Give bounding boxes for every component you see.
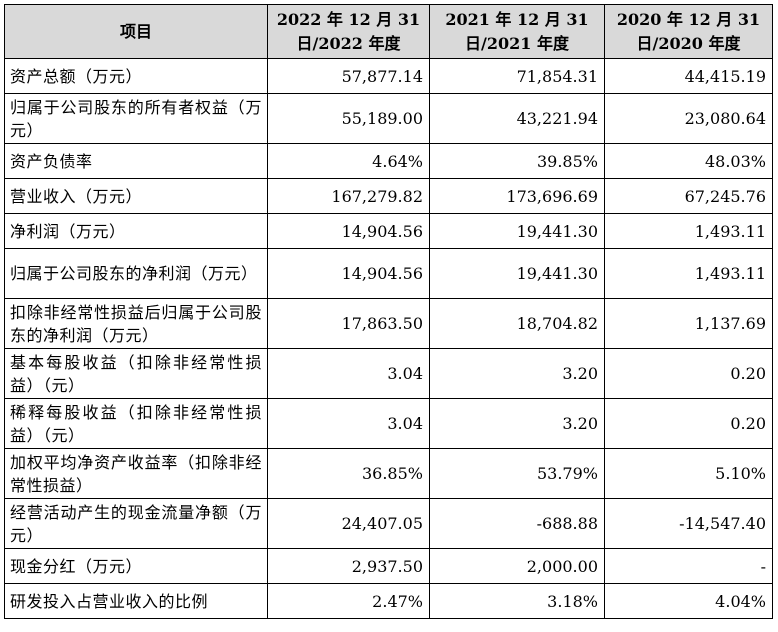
row-label: 净利润（万元） [4,213,268,249]
table-row: 加权平均净资产收益率（扣除非经常性损益） 36.85% 53.79% 5.10% [4,448,773,499]
cell-2020: 23,080.64 [604,93,773,144]
row-label: 资产总额（万元） [4,58,268,94]
cell-2021: 19,441.30 [429,213,605,249]
cell-2021: 173,696.69 [429,178,605,214]
cell-2021: 18,704.82 [429,298,605,349]
financial-indicators-table: 项目 2022 年 12 月 31 日/2022 年度 2021 年 12 月 … [4,4,773,619]
table-row: 扣除非经常性损益后归属于公司股东的净利润（万元） 17,863.50 18,70… [4,298,773,349]
table-row: 营业收入（万元） 167,279.82 173,696.69 67,245.76 [4,178,773,214]
row-label: 扣除非经常性损益后归属于公司股东的净利润（万元） [4,298,268,349]
table-row: 净利润（万元） 14,904.56 19,441.30 1,493.11 [4,213,773,249]
table-row: 现金分红（万元） 2,937.50 2,000.00 - [4,548,773,584]
cell-2020: 67,245.76 [604,178,773,214]
cell-2021: 43,221.94 [429,93,605,144]
cell-2021: 3.20 [429,398,605,449]
cell-2022: 24,407.05 [267,498,430,549]
cell-2022: 14,904.56 [267,213,430,249]
table-row: 基本每股收益（扣除非经常性损益）（元） 3.04 3.20 0.20 [4,348,773,399]
cell-2022: 2,937.50 [267,548,430,584]
row-label: 营业收入（万元） [4,178,268,214]
cell-2020: 0.20 [604,348,773,399]
cell-2022: 14,904.56 [267,248,430,299]
cell-2021: -688.88 [429,498,605,549]
row-label: 现金分红（万元） [4,548,268,584]
table-row: 归属于公司股东的净利润（万元） 14,904.56 19,441.30 1,49… [4,248,773,299]
row-label: 研发投入占营业收入的比例 [4,583,268,619]
cell-2022: 4.64% [267,143,430,179]
cell-2021: 53.79% [429,448,605,499]
header-item: 项目 [4,4,268,59]
table-header: 项目 2022 年 12 月 31 日/2022 年度 2021 年 12 月 … [4,4,773,59]
cell-2021: 3.20 [429,348,605,399]
row-label: 归属于公司股东的所有者权益（万元） [4,93,268,144]
header-row: 项目 2022 年 12 月 31 日/2022 年度 2021 年 12 月 … [4,4,773,59]
header-2021: 2021 年 12 月 31 日/2021 年度 [429,4,605,59]
table-row: 经营活动产生的现金流量净额（万元） 24,407.05 -688.88 -14,… [4,498,773,549]
cell-2020: 1,493.11 [604,248,773,299]
row-label: 稀释每股收益（扣除非经常性损益）（元） [4,398,268,449]
row-label: 基本每股收益（扣除非经常性损益）（元） [4,348,268,399]
cell-2020: - [604,548,773,584]
cell-2020: 48.03% [604,143,773,179]
cell-2021: 2,000.00 [429,548,605,584]
cell-2022: 2.47% [267,583,430,619]
cell-2020: 4.04% [604,583,773,619]
table-row: 资产负债率 4.64% 39.85% 48.03% [4,143,773,179]
cell-2020: 1,137.69 [604,298,773,349]
cell-2021: 3.18% [429,583,605,619]
row-label: 加权平均净资产收益率（扣除非经常性损益） [4,448,268,499]
cell-2022: 57,877.14 [267,58,430,94]
cell-2020: 5.10% [604,448,773,499]
cell-2020: 1,493.11 [604,213,773,249]
table-row: 稀释每股收益（扣除非经常性损益）（元） 3.04 3.20 0.20 [4,398,773,449]
cell-2021: 39.85% [429,143,605,179]
cell-2022: 167,279.82 [267,178,430,214]
header-2022: 2022 年 12 月 31 日/2022 年度 [267,4,430,59]
table-body: 资产总额（万元） 57,877.14 71,854.31 44,415.19 归… [4,58,773,619]
row-label: 归属于公司股东的净利润（万元） [4,248,268,299]
header-2020: 2020 年 12 月 31 日/2020 年度 [604,4,773,59]
cell-2022: 55,189.00 [267,93,430,144]
cell-2022: 36.85% [267,448,430,499]
cell-2022: 3.04 [267,348,430,399]
table-row: 归属于公司股东的所有者权益（万元） 55,189.00 43,221.94 23… [4,93,773,144]
cell-2021: 71,854.31 [429,58,605,94]
cell-2022: 3.04 [267,398,430,449]
cell-2020: 0.20 [604,398,773,449]
row-label: 资产负债率 [4,143,268,179]
cell-2022: 17,863.50 [267,298,430,349]
cell-2020: 44,415.19 [604,58,773,94]
row-label: 经营活动产生的现金流量净额（万元） [4,498,268,549]
cell-2021: 19,441.30 [429,248,605,299]
table-row: 资产总额（万元） 57,877.14 71,854.31 44,415.19 [4,58,773,94]
cell-2020: -14,547.40 [604,498,773,549]
table-row: 研发投入占营业收入的比例 2.47% 3.18% 4.04% [4,583,773,619]
